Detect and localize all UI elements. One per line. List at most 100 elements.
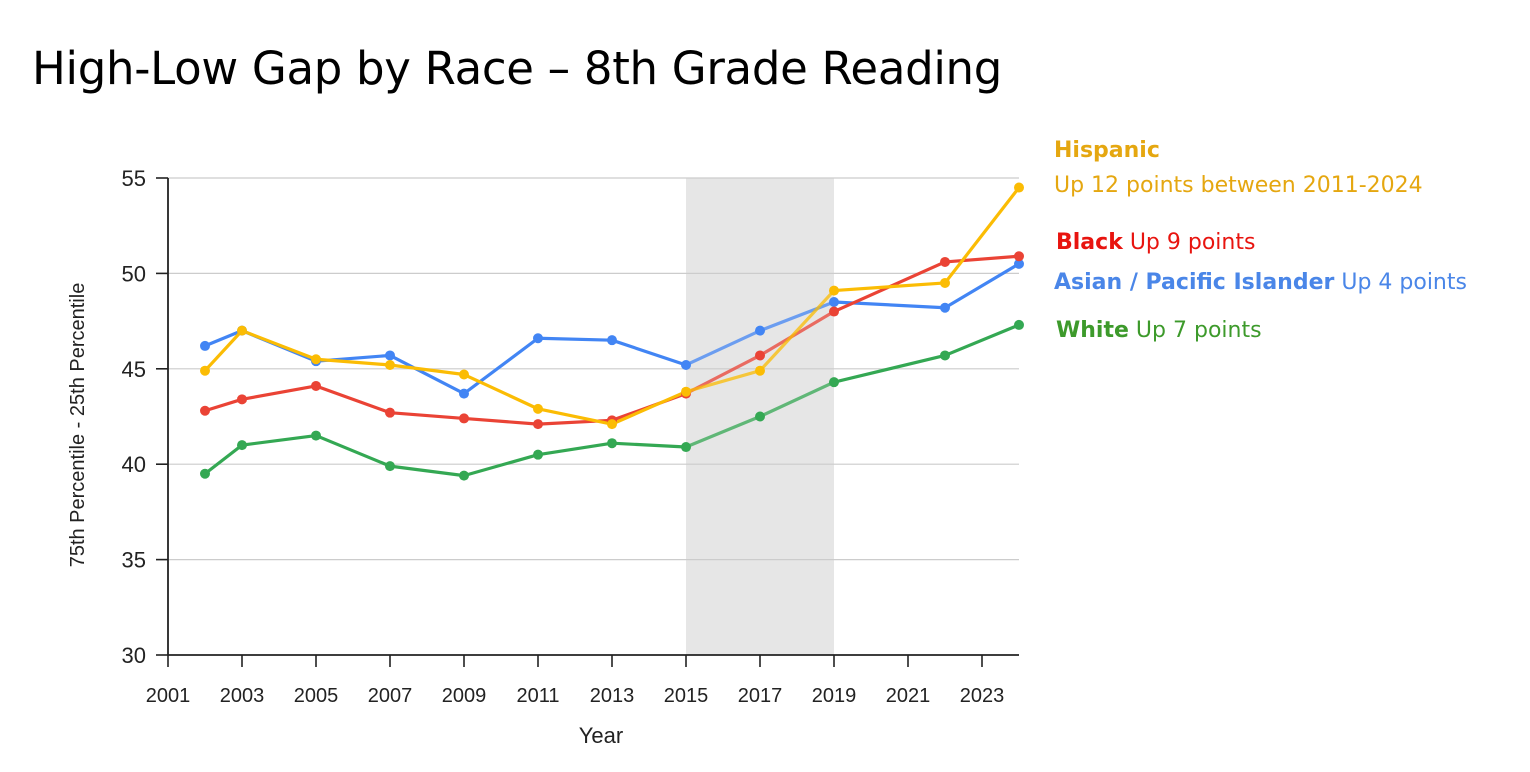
y-tick-label: 55 (122, 166, 146, 191)
data-point-white (237, 440, 247, 451)
data-point-white (1014, 319, 1024, 330)
line-segment-white (203, 443, 244, 476)
line-segment-hispanic (758, 288, 836, 373)
data-point-asian (385, 350, 395, 361)
line-segment-white (610, 441, 688, 449)
line-segment-white (314, 433, 392, 468)
y-tick-label: 30 (122, 643, 146, 668)
data-point-hispanic (237, 325, 247, 336)
data-point-white (533, 449, 543, 460)
line-segment-hispanic (684, 369, 762, 394)
line-segment-black (943, 254, 1021, 264)
line-segment-hispanic (943, 185, 1021, 285)
line-segment-asian (462, 336, 540, 396)
data-point-white (940, 350, 950, 361)
line-segment-hispanic (388, 363, 466, 377)
legend-hispanic: Hispanic Up 12 points between 2011-2024 (1054, 138, 1423, 198)
data-point-white (459, 470, 469, 481)
legend-asian-note: Up 4 points (1341, 270, 1467, 295)
line-segment-white (462, 453, 540, 478)
data-point-hispanic (311, 354, 321, 365)
data-point-black (385, 407, 395, 418)
legend-asian-name: Asian / Pacific Islander (1054, 270, 1335, 295)
x-tick-label: 2017 (738, 685, 783, 707)
line-segment-white (240, 433, 318, 447)
data-point-black (533, 419, 543, 430)
x-tick-label: 2023 (960, 685, 1005, 707)
y-tick-label: 50 (122, 261, 146, 286)
legend-white-note: Up 7 points (1135, 318, 1262, 343)
data-point-white (385, 461, 395, 472)
y-tick-label: 45 (122, 357, 146, 382)
x-tick-label: 2009 (442, 685, 487, 707)
axes: 30 35 40 45 50 55 2001 2003 2005 2007 2009 2011 2013… (122, 166, 1019, 707)
line-segment-black (758, 309, 836, 358)
data-point-asian (459, 388, 469, 399)
line-segment-black (314, 384, 392, 415)
x-tick-label: 2011 (516, 685, 559, 707)
line-segment-black (203, 397, 244, 413)
data-point-hispanic (829, 285, 839, 296)
data-point-hispanic (1014, 182, 1024, 193)
line-segment-hispanic (314, 357, 392, 367)
x-axis-label: Year (579, 723, 623, 748)
line-segment-white (536, 441, 614, 457)
legend-black: Black Up 9 points (1056, 230, 1255, 255)
line-segment-asian (684, 329, 762, 367)
data-point-white (311, 430, 321, 441)
data-point-black (829, 306, 839, 317)
y-tick-label: 35 (122, 548, 146, 573)
line-segment-hispanic (203, 329, 244, 373)
data-point-white (829, 377, 839, 388)
x-tick-label: 2019 (812, 685, 857, 707)
data-point-hispanic (607, 419, 617, 430)
x-tick-label: 2021 (886, 685, 931, 707)
legend-white-name: White (1056, 318, 1129, 343)
data-point-asian (755, 325, 765, 336)
data-point-asian (940, 302, 950, 313)
chart-title: High-Low Gap by Race – 8th Grade Reading (32, 42, 1003, 95)
line-segment-asian (388, 353, 466, 396)
data-point-asian (1014, 258, 1024, 269)
data-point-black (200, 405, 210, 416)
line-segment-black (240, 384, 318, 401)
line-segment-hispanic (832, 281, 947, 293)
data-point-asian (829, 297, 839, 308)
line-segment-hispanic (462, 372, 540, 411)
data-point-hispanic (385, 359, 395, 370)
data-point-asian (681, 359, 691, 370)
data-point-white (200, 468, 210, 479)
data-point-hispanic (681, 386, 691, 397)
line-segment-black (388, 411, 466, 421)
data-point-black (1014, 251, 1024, 262)
line-segment-asian (943, 262, 1021, 310)
y-tick-label: 40 (122, 452, 146, 477)
data-point-hispanic (459, 369, 469, 380)
x-tick-label: 2007 (368, 685, 413, 707)
data-point-white (607, 438, 617, 449)
y-axis-label: 75th Percentile - 25th Percentile (67, 283, 89, 568)
data-point-black (755, 350, 765, 361)
x-tick-label: 2015 (664, 685, 709, 707)
series-lines (203, 185, 1021, 478)
line-segment-black (462, 416, 540, 426)
x-tick-label: 2003 (220, 685, 265, 707)
data-point-hispanic (940, 277, 950, 288)
line-segment-hispanic (610, 390, 688, 426)
line-segment-white (758, 380, 836, 419)
legend-asian: Asian / Pacific Islander Up 4 points (1054, 270, 1467, 295)
line-segment-hispanic (536, 407, 614, 426)
data-point-hispanic (755, 365, 765, 376)
line-segment-asian (758, 300, 836, 333)
data-point-asian (607, 335, 617, 346)
line-segment-asian (536, 336, 614, 342)
data-point-black (459, 413, 469, 424)
data-point-white (755, 411, 765, 422)
data-point-asian (533, 333, 543, 344)
line-segment-white (684, 414, 762, 449)
data-point-black (940, 256, 950, 267)
legend-hispanic-name: Hispanic (1054, 138, 1160, 163)
series-points (200, 182, 1024, 481)
x-tick-label: 2005 (294, 685, 339, 707)
